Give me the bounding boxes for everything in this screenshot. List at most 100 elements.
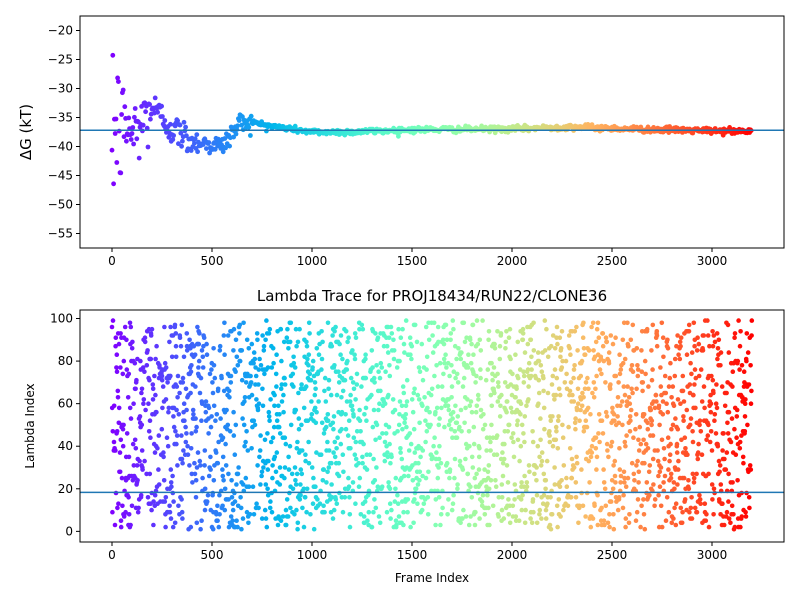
- lambda-point: [567, 388, 573, 394]
- lambda-point: [579, 467, 584, 472]
- lambda-point: [404, 377, 410, 383]
- lambda-point: [251, 512, 257, 517]
- lambda-point: [526, 360, 532, 366]
- lambda-point: [617, 467, 623, 472]
- lambda-point: [231, 409, 236, 415]
- lambda-point: [339, 395, 344, 400]
- lambda-point: [172, 520, 178, 526]
- lambda-point: [498, 403, 503, 409]
- lambda-point: [538, 363, 544, 368]
- lambda-point: [432, 435, 437, 441]
- lambda-point: [581, 395, 586, 400]
- lambda-point: [378, 388, 383, 394]
- lambda-point: [521, 380, 527, 385]
- lambda-point: [531, 348, 537, 353]
- lambda-point: [647, 463, 653, 468]
- lambda-point: [114, 352, 120, 358]
- lambda-point: [279, 358, 284, 364]
- lambda-point: [145, 495, 151, 500]
- lambda-point: [168, 373, 173, 379]
- lambda-point: [422, 395, 427, 400]
- lambda-point: [589, 443, 595, 449]
- lambda-point: [477, 446, 482, 451]
- lambda-point: [504, 399, 510, 404]
- lambda-point: [231, 433, 237, 438]
- lambda-point: [738, 524, 743, 530]
- lambda-point: [686, 486, 692, 492]
- lambda-point: [321, 503, 326, 509]
- lambda-point: [576, 520, 581, 526]
- lambda-point: [721, 522, 727, 528]
- lambda-point: [621, 492, 626, 498]
- lambda-point: [548, 495, 553, 500]
- lambda-point: [665, 435, 671, 441]
- lambda-point: [197, 390, 203, 396]
- lambda-point: [240, 482, 246, 487]
- lambda-point: [631, 471, 637, 477]
- lambda-point: [536, 358, 542, 364]
- lambda-point: [537, 512, 542, 517]
- lambda-point: [469, 495, 475, 500]
- lambda-point: [589, 450, 595, 455]
- lambda-point: [448, 331, 454, 336]
- lambda-point: [261, 348, 267, 353]
- delta-g-point: [122, 104, 128, 110]
- lambda-point: [293, 482, 299, 487]
- lambda-point: [143, 407, 148, 413]
- lambda-point: [254, 501, 259, 507]
- lambda-point: [303, 384, 309, 389]
- lambda-point: [168, 480, 174, 485]
- lambda-point: [672, 356, 678, 362]
- lambda-point: [534, 492, 540, 498]
- lambda-point: [313, 386, 318, 392]
- lambda-point: [623, 484, 629, 490]
- lambda-point: [321, 431, 327, 436]
- lambda-point: [336, 369, 341, 375]
- lambda-point: [391, 348, 397, 353]
- lambda-point: [446, 407, 452, 413]
- lambda-point: [267, 505, 273, 511]
- lambda-point: [708, 409, 714, 415]
- lambda-point: [579, 358, 585, 364]
- lambda-point: [742, 429, 748, 434]
- lambda-point: [333, 497, 339, 502]
- lambda-point: [471, 424, 477, 430]
- delta-g-point: [155, 109, 161, 115]
- lambda-point: [520, 331, 526, 336]
- lambda-point: [628, 418, 633, 424]
- lambda-point: [578, 373, 584, 379]
- lambda-point: [296, 416, 302, 421]
- lambda-point: [257, 356, 262, 362]
- lambda-point: [286, 346, 291, 351]
- lambda-point: [668, 475, 674, 481]
- lambda-point: [695, 456, 701, 462]
- lambda-point: [493, 484, 499, 490]
- delta-g-x-ticks: 0 500 1000 1500 2000 2500 3000: [108, 248, 727, 268]
- lambda-point: [206, 431, 211, 436]
- lambda-point: [159, 373, 165, 379]
- lambda-point: [591, 348, 596, 353]
- lambda-point: [181, 354, 187, 360]
- lambda-point: [291, 384, 296, 389]
- lambda-point: [694, 348, 700, 353]
- lambda-point: [493, 478, 498, 483]
- lambda-point: [278, 518, 284, 523]
- lambda-point: [520, 326, 526, 332]
- lambda-point: [223, 463, 229, 468]
- lambda-point: [557, 392, 563, 398]
- lambda-point: [726, 516, 732, 521]
- lambda-point: [166, 409, 171, 415]
- lambda-point: [196, 341, 202, 347]
- lambda-point: [236, 465, 241, 470]
- lambda-point: [670, 384, 676, 389]
- lambda-point: [716, 337, 722, 343]
- lambda-point: [117, 469, 123, 475]
- lambda-point: [616, 495, 622, 500]
- lambda-x-ticks: 0 500 1000 1500 2000 2500 3000: [108, 542, 727, 562]
- lambda-point: [286, 454, 291, 460]
- lambda-point: [139, 390, 144, 396]
- lambda-point: [507, 326, 513, 332]
- lambda-point: [338, 333, 344, 338]
- lambda-point: [506, 335, 512, 341]
- lambda-point: [346, 418, 352, 424]
